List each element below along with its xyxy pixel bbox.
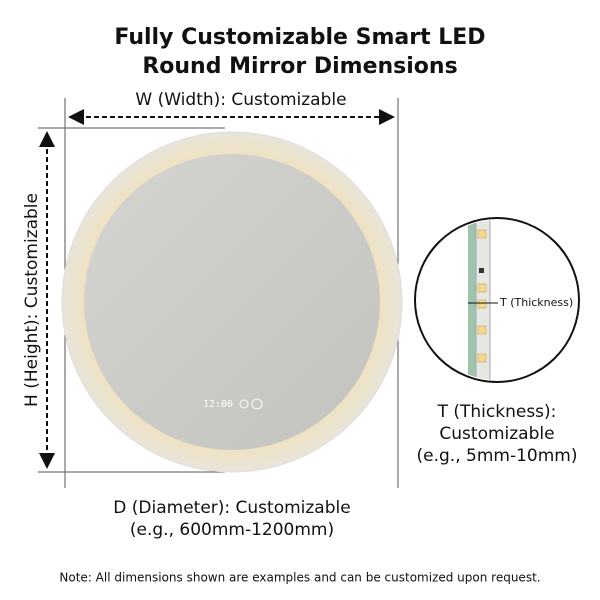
mirror-glass — [84, 154, 380, 450]
thickness-label: T (Thickness): — [437, 402, 557, 422]
touch-icon — [251, 398, 263, 410]
touch-icon — [239, 399, 249, 409]
thickness-value: Customizable — [439, 424, 554, 444]
footer-note: Note: All dimensions shown are examples … — [59, 571, 540, 585]
title-line2: Round Mirror Dimensions — [142, 54, 457, 79]
height-label: H (Height): Customizable — [22, 193, 42, 407]
edge-detail — [468, 220, 491, 380]
clock-display: 12:00 — [203, 399, 233, 410]
label-bg — [125, 88, 357, 112]
thickness-tag: T (Thickness) — [499, 296, 573, 309]
diameter-example: (e.g., 600mm-1200mm) — [130, 520, 334, 540]
detail-circle — [414, 217, 580, 383]
title-line1: Fully Customizable Smart LED — [114, 25, 485, 50]
diameter-label: D (Diameter): Customizable — [113, 498, 350, 518]
width-label: W (Width): Customizable — [135, 90, 346, 110]
thickness-example: (e.g., 5mm-10mm) — [417, 446, 578, 466]
